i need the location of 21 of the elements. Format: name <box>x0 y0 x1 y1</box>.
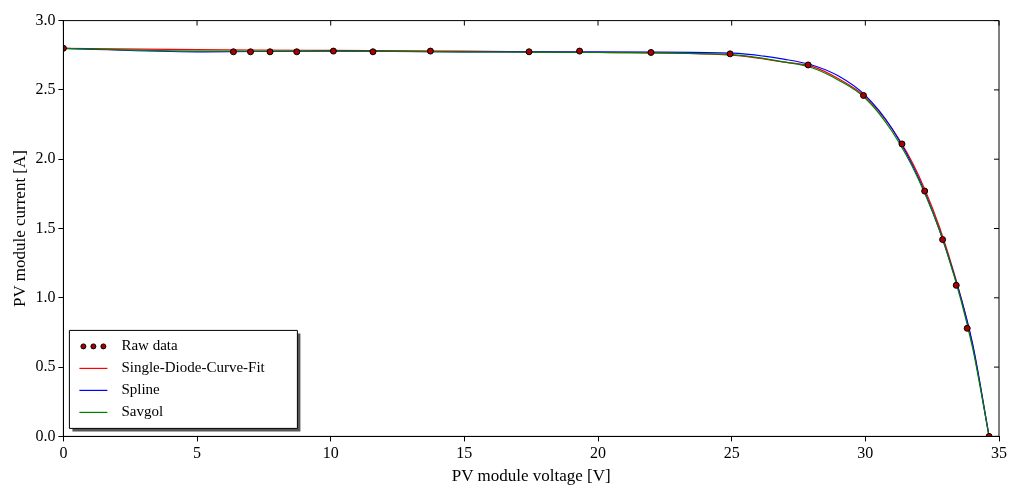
y-tick-label: 0.0 <box>35 426 56 444</box>
legend-label: Single-Diode-Curve-Fit <box>121 359 266 376</box>
x-tick-label: 25 <box>723 444 740 462</box>
y-tick-label: 3.0 <box>35 10 56 28</box>
legend-label: Spline <box>121 381 161 398</box>
x-tick-label: 0 <box>59 444 68 462</box>
x-axis-title: PV module voltage [V] <box>451 466 611 486</box>
y-tick-label: 2.5 <box>35 80 56 98</box>
x-tick-label: 15 <box>456 444 473 462</box>
y-tick-label: 0.5 <box>35 357 56 375</box>
x-tick-label: 30 <box>857 444 874 462</box>
x-tick-label: 5 <box>193 444 202 462</box>
y-tick-label: 1.0 <box>35 288 56 305</box>
y-tick-label: 2.0 <box>35 149 56 167</box>
x-tick-label: 10 <box>322 444 339 462</box>
legend-label: Raw data <box>121 337 178 354</box>
y-tick-label: 1.5 <box>35 218 56 236</box>
legend-label: Savgol <box>121 403 164 420</box>
x-tick-label: 35 <box>991 444 1007 462</box>
x-tick-label: 20 <box>590 444 607 462</box>
y-axis-title: PV module current [A] <box>9 150 29 307</box>
